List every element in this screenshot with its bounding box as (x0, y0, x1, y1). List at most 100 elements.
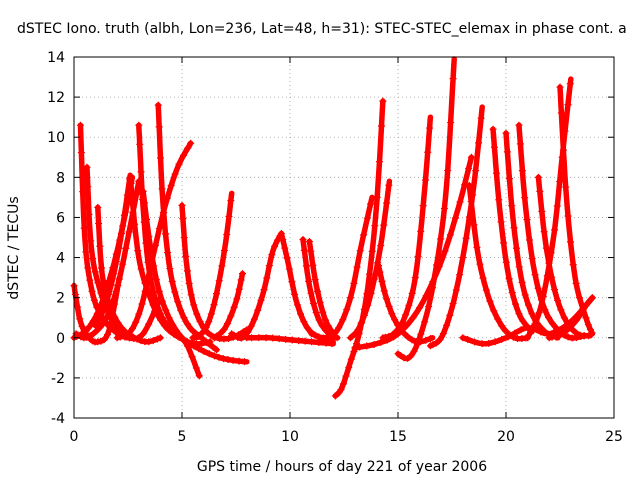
data-point-marker (137, 337, 145, 345)
data-point-marker (360, 311, 368, 319)
data-point-marker (553, 202, 561, 210)
data-point-marker (73, 303, 81, 311)
data-point-marker (551, 286, 559, 294)
y-tick-label: 10 (47, 130, 65, 146)
data-point-marker (575, 294, 583, 302)
data-point-marker (562, 183, 570, 191)
data-point-marker (107, 325, 115, 333)
data-point-marker (151, 241, 159, 249)
data-point-marker (297, 310, 305, 318)
data-point-marker (411, 274, 419, 282)
data-point-marker (229, 356, 237, 364)
data-point-marker (210, 352, 218, 360)
data-point-marker (94, 203, 102, 211)
data-point-marker (145, 232, 153, 240)
data-point-marker (200, 347, 208, 355)
data-point-marker (192, 364, 200, 372)
data-point-marker (85, 210, 93, 218)
x-tick-label: 5 (178, 429, 187, 445)
data-point-marker (115, 244, 123, 252)
data-point-marker (168, 278, 176, 286)
data-point-marker (342, 372, 350, 380)
data-point-marker (531, 271, 539, 279)
data-point-marker (95, 219, 103, 227)
data-point-marker (367, 289, 375, 297)
data-point-marker (80, 224, 88, 232)
data-point-marker (410, 347, 418, 355)
data-point-marker (156, 154, 164, 162)
data-point-marker (118, 324, 126, 332)
data-point-marker (586, 326, 594, 334)
data-point-marker (324, 322, 332, 330)
data-point-marker (315, 316, 323, 324)
data-point-marker (515, 121, 523, 129)
data-point-marker (588, 329, 596, 337)
data-point-marker (126, 173, 134, 181)
data-point-marker (373, 193, 381, 201)
data-point-marker (465, 181, 473, 189)
data-point-marker (385, 302, 393, 310)
data-point-marker (402, 311, 410, 319)
data-point-marker (114, 319, 122, 327)
data-point-marker (347, 355, 355, 363)
data-point-marker (502, 327, 510, 335)
data-point-marker (549, 320, 557, 328)
data-point-marker (76, 315, 84, 323)
data-point-marker (517, 326, 525, 334)
data-point-marker (540, 228, 548, 236)
data-point-marker (288, 278, 296, 286)
data-point-marker (489, 125, 497, 133)
data-point-marker (79, 188, 87, 196)
data-point-marker (99, 306, 107, 314)
data-point-marker (467, 198, 475, 206)
data-point-marker (363, 214, 371, 222)
data-point-marker (184, 144, 192, 152)
data-point-marker (508, 202, 516, 210)
data-point-marker (179, 151, 187, 159)
data-point-marker (403, 321, 411, 329)
data-point-marker (551, 226, 559, 234)
data-point-marker (422, 336, 430, 344)
data-point-marker (467, 153, 475, 161)
y-tick-label: 0 (56, 331, 65, 347)
data-series (94, 203, 164, 346)
data-point-marker (234, 333, 242, 341)
data-point-marker (464, 336, 472, 344)
data-point-marker (556, 83, 564, 91)
x-tick-label: 20 (497, 429, 515, 445)
data-point-marker (556, 178, 564, 186)
data-point-marker (513, 244, 521, 252)
data-point-marker (316, 298, 324, 306)
data-point-marker (225, 212, 233, 220)
data-point-marker (305, 277, 313, 285)
data-point-marker (82, 248, 90, 256)
data-point-marker (307, 247, 315, 255)
data-point-marker (543, 272, 551, 280)
data-point-marker (97, 337, 105, 345)
data-point-marker (390, 333, 398, 341)
data-point-marker (567, 238, 575, 246)
data-point-marker (321, 316, 329, 324)
data-point-marker (576, 311, 584, 319)
data-series (375, 262, 436, 346)
data-point-marker (86, 276, 94, 284)
data-series (465, 181, 531, 343)
data-point-marker (351, 344, 359, 352)
data-point-marker (459, 254, 467, 262)
data-point-marker (491, 338, 499, 346)
data-point-marker (572, 279, 580, 287)
data-point-marker (323, 333, 331, 341)
x-tick-label: 10 (281, 429, 299, 445)
data-point-marker (380, 221, 388, 229)
data-point-marker (343, 306, 351, 314)
data-point-marker (302, 262, 310, 270)
data-point-marker (83, 333, 91, 341)
data-point-marker (576, 331, 584, 339)
x-axis-label: GPS time / hours of day 221 of year 2006 (197, 459, 487, 475)
data-point-marker (107, 281, 115, 289)
data-point-marker (153, 300, 161, 308)
plot-frame (73, 56, 615, 419)
data-series (524, 76, 574, 342)
data-point-marker (263, 274, 271, 282)
data-point-marker (557, 331, 565, 339)
